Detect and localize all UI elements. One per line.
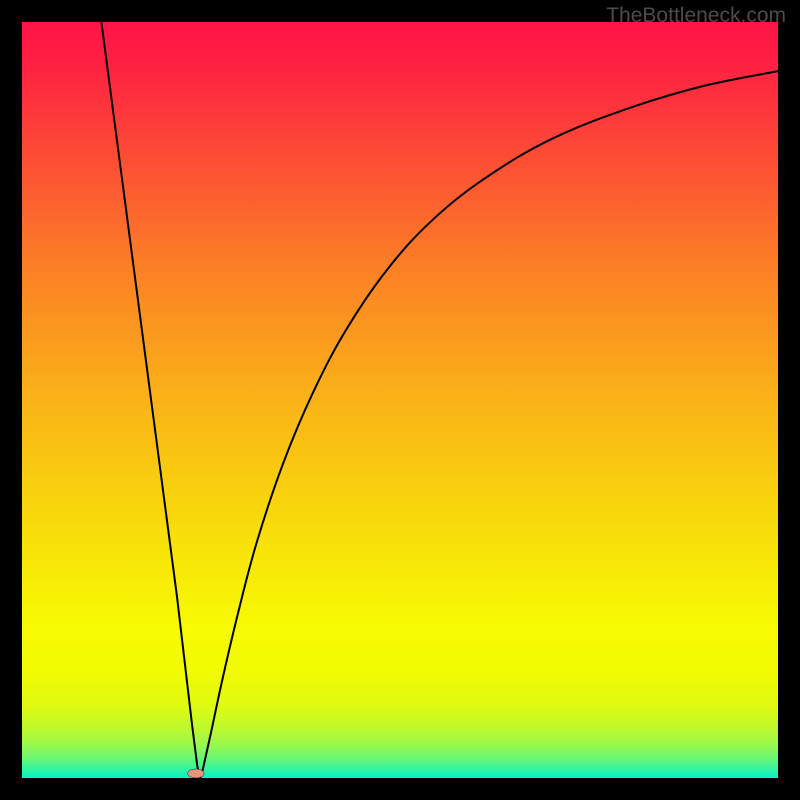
- bottleneck-chart: TheBottleneck.com: [0, 0, 800, 800]
- watermark-text: TheBottleneck.com: [606, 4, 786, 28]
- bottleneck-curve-layer: [22, 22, 778, 778]
- bottleneck-curve: [101, 22, 778, 778]
- valley-marker: [188, 769, 205, 778]
